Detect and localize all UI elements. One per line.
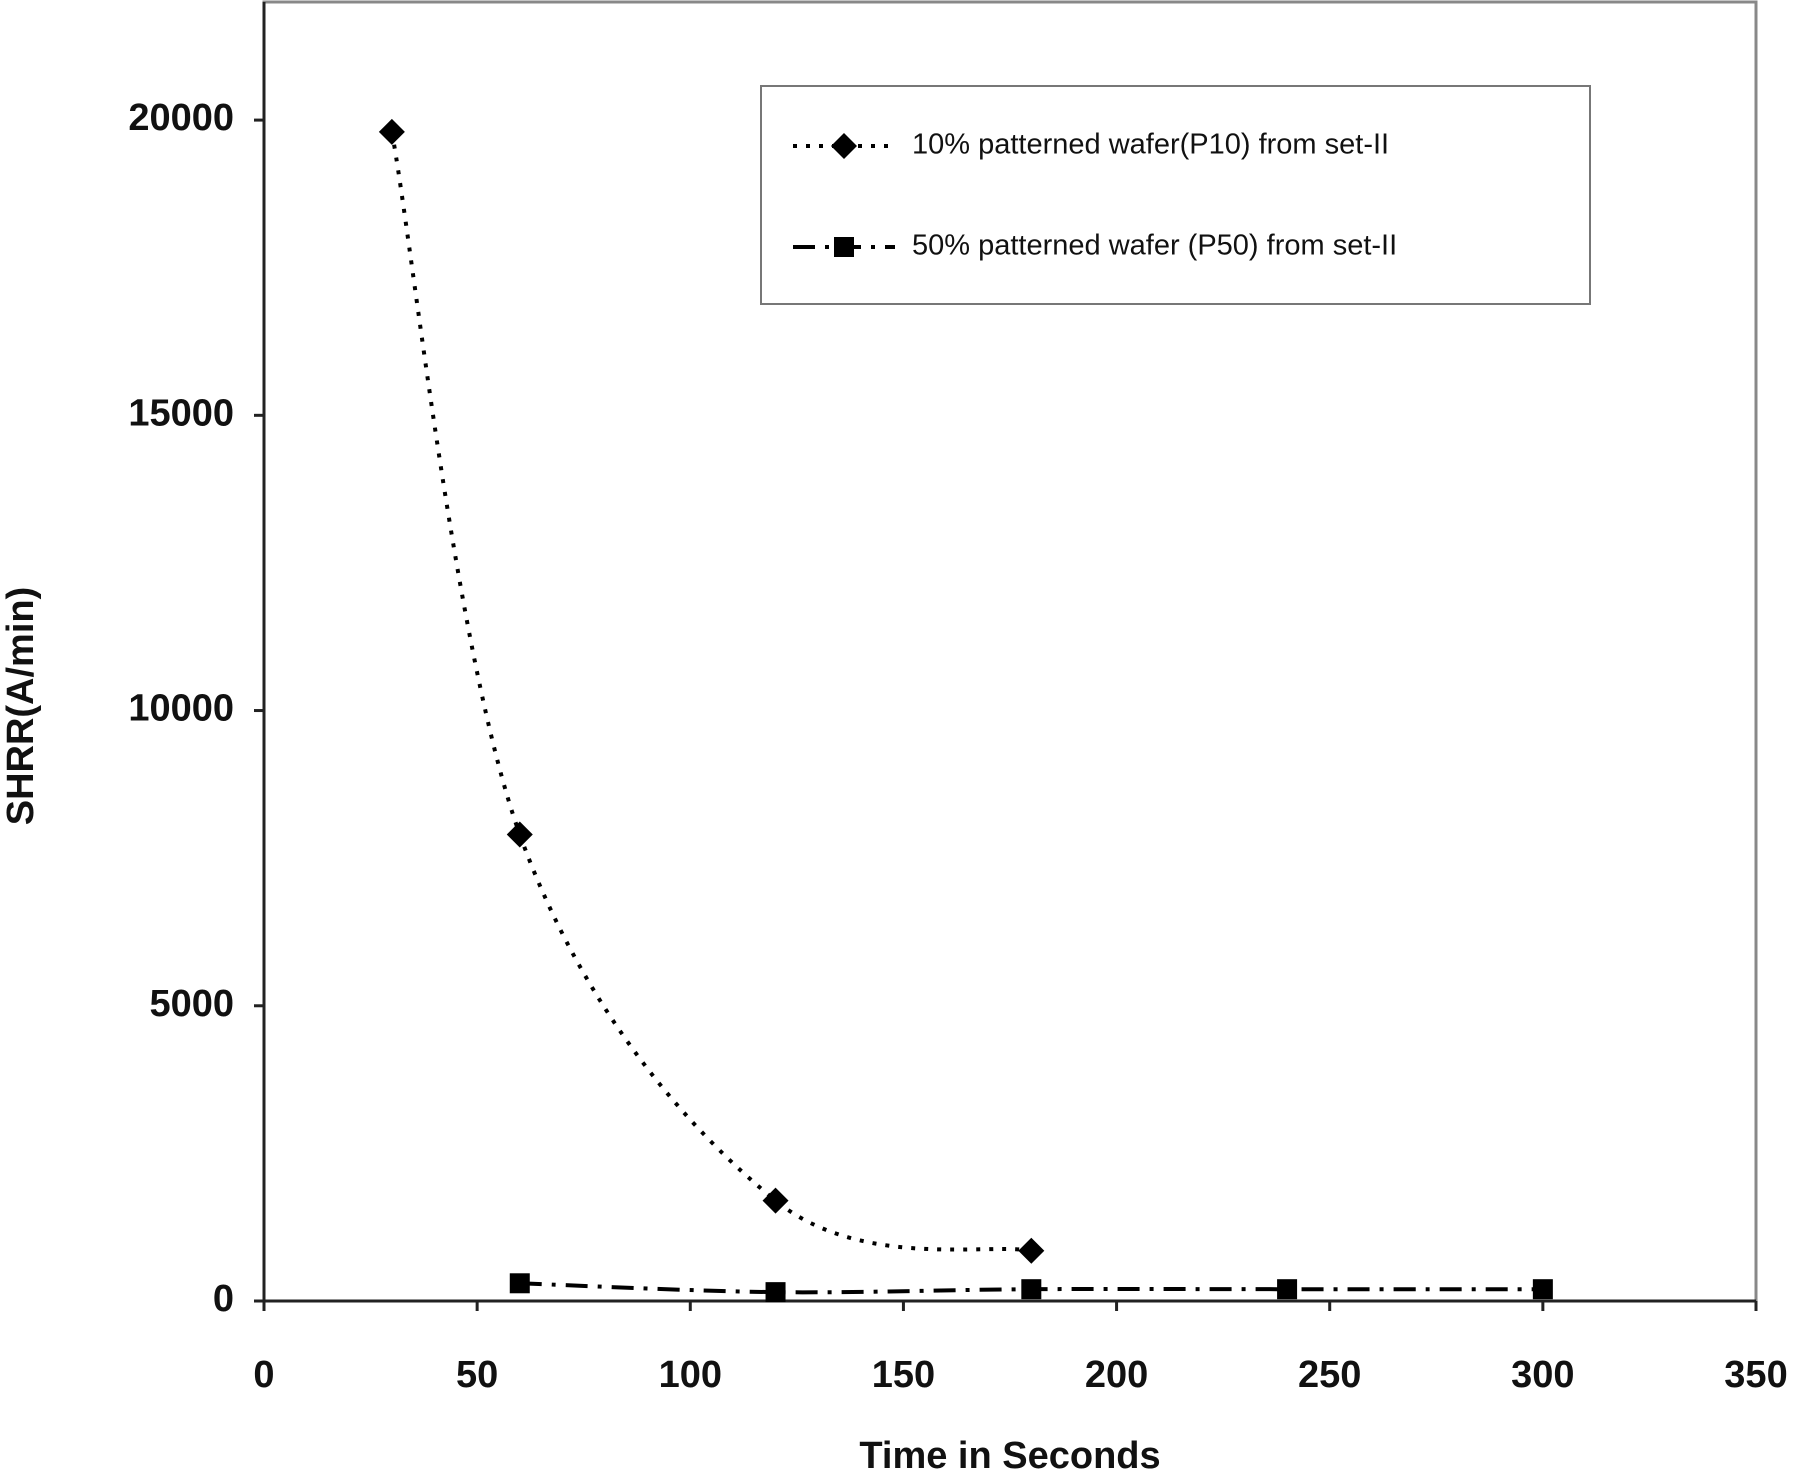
x-axis-label: Time in Seconds <box>859 1435 1160 1476</box>
marker <box>1532 1279 1553 1300</box>
legend-box <box>760 85 1591 305</box>
x-tick-label: 0 <box>253 1354 274 1396</box>
marker <box>378 118 405 145</box>
x-tick-label: 100 <box>659 1354 722 1396</box>
x-tick-label: 200 <box>1085 1354 1148 1396</box>
x-tick-label: 300 <box>1511 1354 1574 1396</box>
series-line <box>389 131 1032 1253</box>
legend-label: 10% patterned wafer(P10) from set-II <box>912 129 1389 161</box>
marker <box>765 1282 786 1303</box>
x-tick-label: 350 <box>1724 1354 1787 1396</box>
y-tick-label: 5000 <box>149 983 234 1025</box>
marker <box>1018 1237 1045 1264</box>
y-tick-label: 15000 <box>128 392 234 434</box>
y-tick-label: 0 <box>213 1278 234 1320</box>
marker <box>1021 1279 1042 1300</box>
x-tick-label: 250 <box>1298 1354 1361 1396</box>
x-tick-label: 50 <box>456 1354 498 1396</box>
marker <box>506 821 533 848</box>
legend-marker <box>831 133 857 159</box>
marker <box>1277 1279 1298 1300</box>
y-tick-label: 20000 <box>128 97 234 139</box>
marker <box>509 1273 530 1294</box>
marker <box>762 1187 789 1214</box>
x-tick-label: 150 <box>872 1354 935 1396</box>
legend-label: 50% patterned wafer (P50) from set-II <box>912 230 1397 262</box>
y-tick-label: 10000 <box>128 688 234 730</box>
y-axis-label: SHRR(A/min) <box>0 587 42 826</box>
legend-marker <box>834 237 854 257</box>
